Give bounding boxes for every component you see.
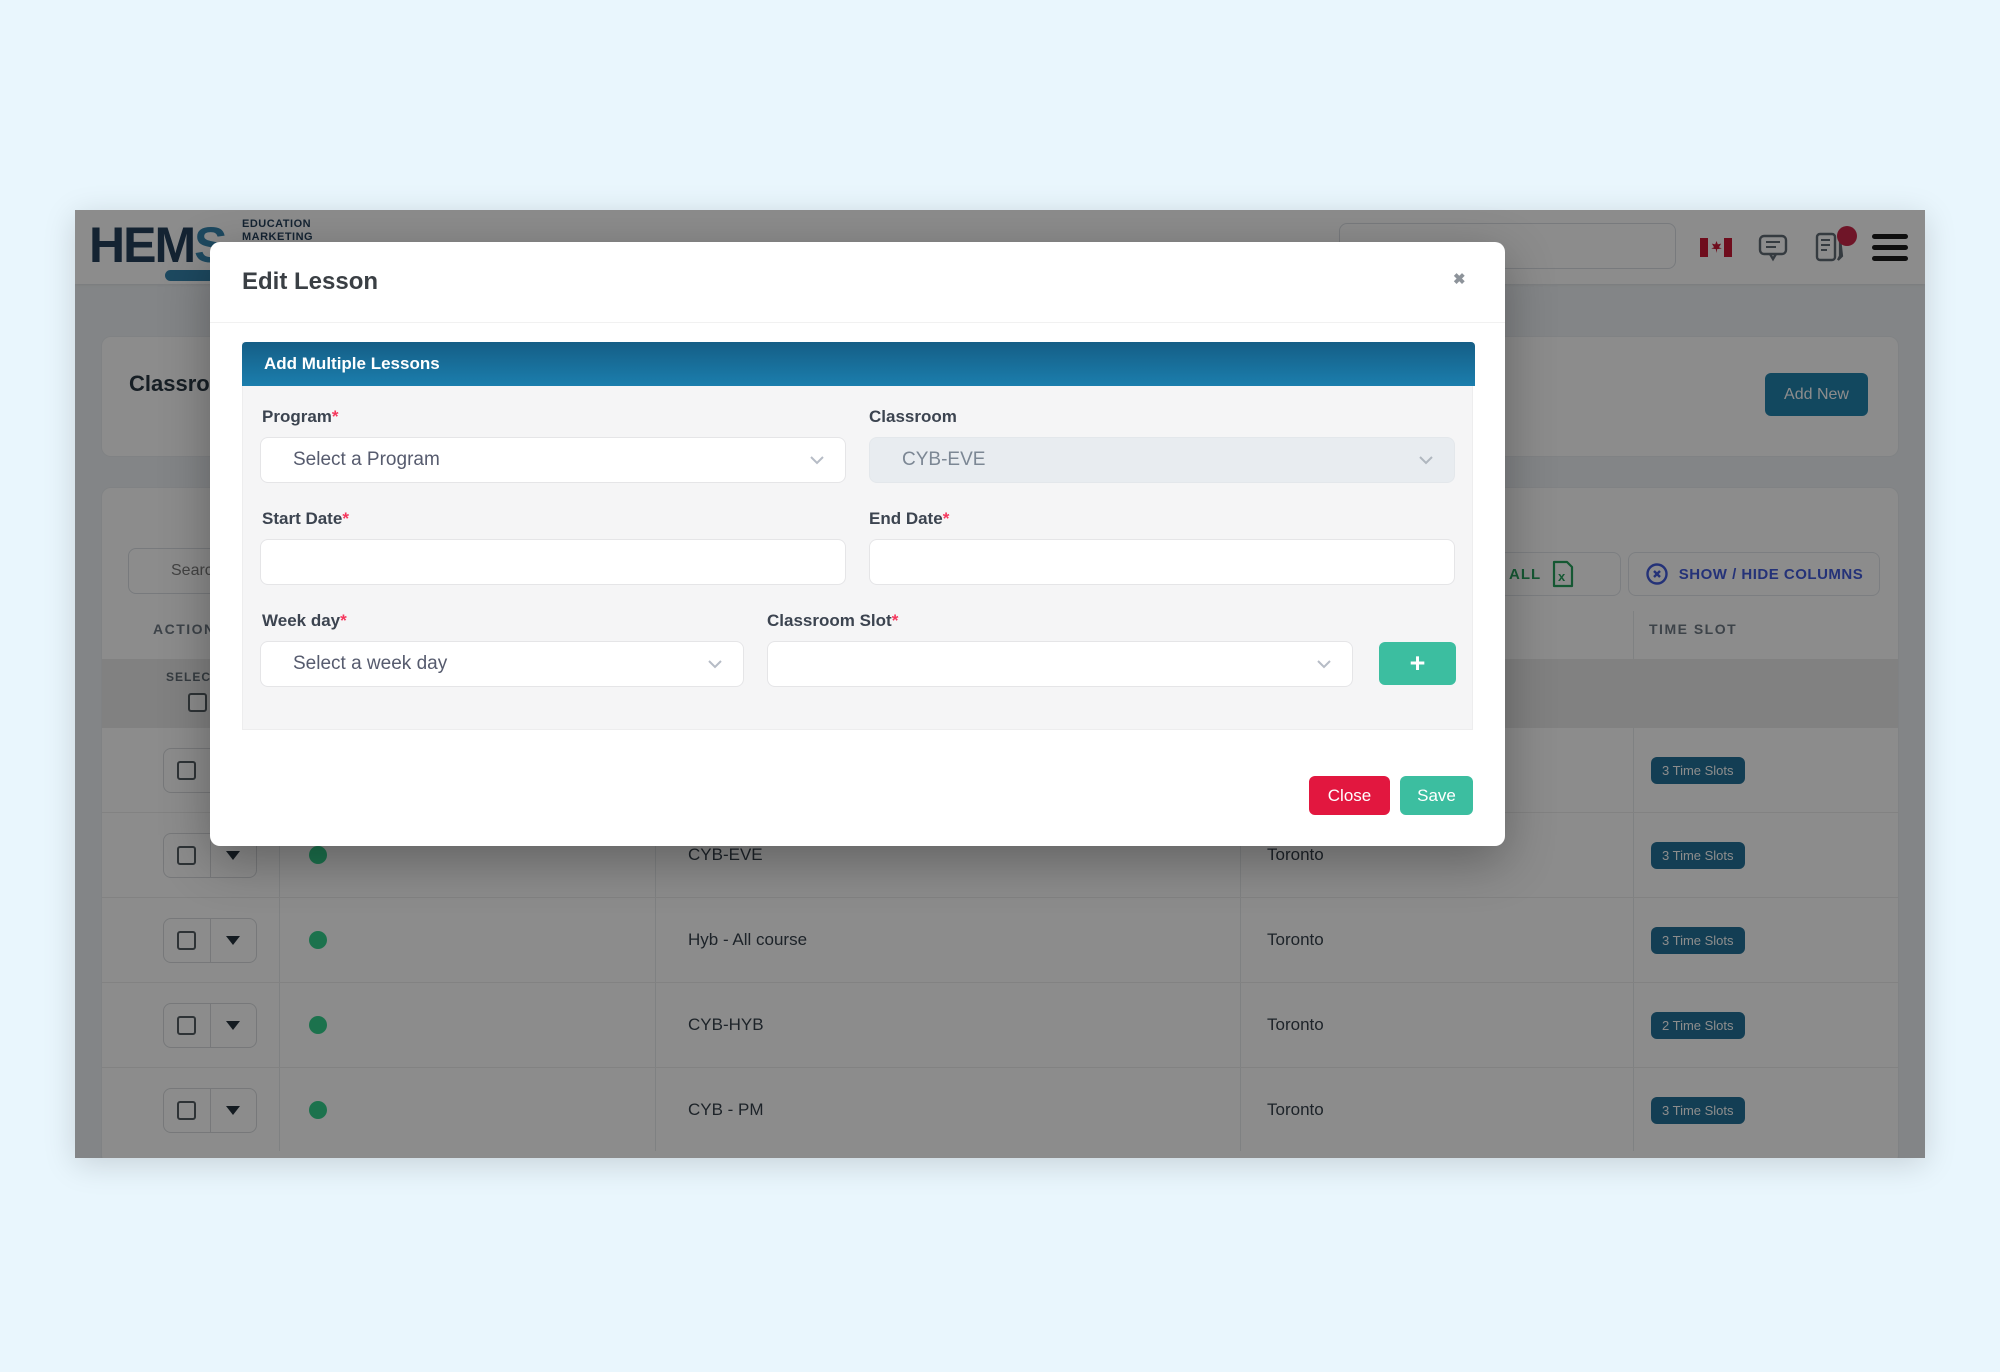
chevron-down-icon [1316, 653, 1332, 675]
classroom-name: Hyb - All course [688, 930, 808, 949]
campus-name: Toronto [1267, 930, 1324, 949]
required-asterisk: * [331, 407, 339, 426]
campus-name: Toronto [1267, 1100, 1324, 1119]
column-header-actions[interactable]: ACTIONS [153, 621, 227, 637]
row-actions [163, 918, 257, 963]
row-checkbox[interactable] [177, 846, 197, 865]
classroom-select: CYB-EVE [869, 437, 1455, 483]
caret-down-icon [226, 851, 241, 860]
add-slot-button[interactable]: + [1379, 642, 1456, 685]
table-row: CYB - PM Toronto 3 Time Slots [102, 1068, 1898, 1153]
add-new-button[interactable]: Add New [1765, 373, 1868, 416]
modal-save-button[interactable]: Save [1400, 776, 1473, 815]
program-label: Program* [262, 407, 339, 426]
week-day-label: Week day* [262, 611, 347, 630]
caret-down-icon [226, 1106, 241, 1115]
required-asterisk: * [340, 611, 347, 630]
table-row: CYB-HYB Toronto 2 Time Slots [102, 983, 1898, 1068]
canada-flag-icon[interactable] [1700, 238, 1732, 257]
time-slot-badge[interactable]: 3 Time Slots [1651, 927, 1745, 954]
classroom-slot-select[interactable] [767, 641, 1353, 687]
show-hide-columns-button[interactable]: SHOW / HIDE COLUMNS [1628, 552, 1880, 596]
brand-logo[interactable]: HEMS [89, 217, 227, 273]
notification-badge [1837, 226, 1857, 246]
row-menu-button[interactable] [211, 834, 257, 877]
row-actions [163, 1088, 257, 1133]
classroom-name: CYB-HYB [688, 1015, 764, 1034]
campus-name: Toronto [1267, 845, 1324, 864]
brand-swoosh [165, 270, 227, 281]
close-icon[interactable]: ✖ [1453, 271, 1466, 288]
table-row: Hyb - All course Toronto 3 Time Slots [102, 898, 1898, 983]
required-asterisk: * [942, 509, 950, 528]
table-row: CYB-EVE Toronto 3 Time Slots [102, 813, 1898, 898]
campus-name: Toronto [1267, 1015, 1324, 1034]
status-dot [309, 931, 327, 949]
modal-title: Edit Lesson [242, 268, 379, 295]
end-date-label: End Date* [869, 509, 950, 528]
row-menu-button[interactable] [211, 1089, 257, 1132]
time-slot-badge[interactable]: 3 Time Slots [1651, 757, 1745, 784]
program-select[interactable]: Select a Program [260, 437, 846, 483]
svg-text:x: x [1558, 569, 1566, 584]
row-checkbox[interactable] [177, 931, 197, 950]
divider [210, 322, 1505, 323]
modal-close-button[interactable]: Close [1309, 776, 1390, 815]
row-menu-button[interactable] [211, 1004, 257, 1047]
eye-toggle-icon [1646, 563, 1668, 585]
panel-header: Add Multiple Lessons [242, 342, 1475, 386]
status-dot [309, 846, 327, 864]
time-slot-badge[interactable]: 3 Time Slots [1651, 842, 1745, 869]
caret-down-icon [226, 936, 241, 945]
chevron-down-icon [707, 653, 723, 675]
week-day-select[interactable]: Select a week day [260, 641, 744, 687]
classroom-label: Classroom [869, 407, 957, 426]
row-checkbox[interactable] [177, 761, 197, 780]
brand-logo-subtitle: EDUCATION MARKETING [242, 218, 314, 243]
classroom-name: CYB-EVE [688, 845, 763, 864]
start-date-input[interactable] [260, 539, 846, 585]
select-all-label: SELECT [166, 670, 220, 684]
panel-header-title: Add Multiple Lessons [264, 354, 440, 373]
edit-lesson-modal: Edit Lesson ✖ Add Multiple Lessons Progr… [210, 242, 1505, 846]
time-slot-badge[interactable]: 2 Time Slots [1651, 1012, 1745, 1039]
notepad-icon[interactable] [1815, 232, 1849, 269]
row-checkbox[interactable] [177, 1016, 197, 1035]
row-actions [163, 1003, 257, 1048]
column-header-time-slot[interactable]: TIME SLOT [1649, 621, 1738, 637]
caret-down-icon [226, 1021, 241, 1030]
column-divider [1633, 611, 1634, 1151]
status-dot [309, 1101, 327, 1119]
row-checkbox[interactable] [177, 1101, 197, 1120]
column-divider [1240, 611, 1241, 1151]
start-date-label: Start Date* [262, 509, 349, 528]
end-date-input[interactable] [869, 539, 1455, 585]
chat-icon[interactable] [1758, 234, 1788, 267]
hamburger-menu-icon[interactable] [1872, 234, 1908, 267]
column-divider [655, 611, 656, 1151]
row-menu-button[interactable] [211, 919, 257, 962]
select-all-checkbox[interactable] [188, 693, 207, 712]
time-slot-badge[interactable]: 3 Time Slots [1651, 1097, 1745, 1124]
required-asterisk: * [342, 509, 349, 528]
classroom-slot-label: Classroom Slot* [767, 611, 899, 630]
excel-file-icon: x [1553, 560, 1574, 588]
chevron-down-icon [1418, 449, 1434, 471]
status-dot [309, 1016, 327, 1034]
chevron-down-icon [809, 449, 825, 471]
classroom-name: CYB - PM [688, 1100, 764, 1119]
column-divider [279, 611, 280, 1151]
required-asterisk: * [891, 611, 899, 630]
